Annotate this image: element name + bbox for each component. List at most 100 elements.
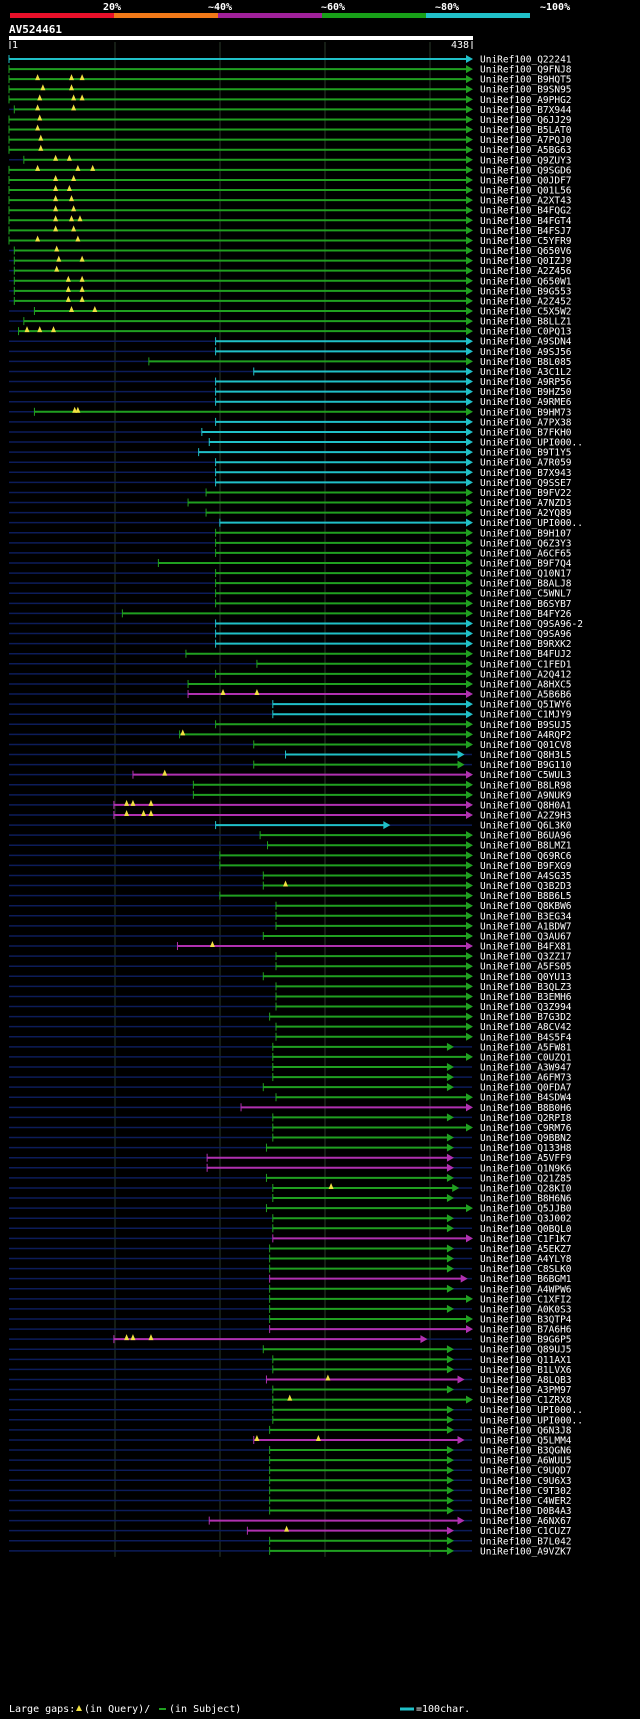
hit-id[interactable]: UniRef100_Q6N3J8: [480, 1425, 572, 1436]
hit-row[interactable]: UniRef100_B9G553: [9, 285, 572, 298]
hit-row[interactable]: UniRef100_B9T1Y5: [9, 448, 572, 459]
hit-id[interactable]: UniRef100_C1FED1: [480, 659, 572, 670]
hit-row[interactable]: UniRef100_A2Z456: [9, 265, 572, 278]
hit-id[interactable]: UniRef100_B8LMZ1: [480, 841, 572, 852]
hit-id[interactable]: UniRef100_A1BDW7: [480, 921, 572, 932]
hit-row[interactable]: UniRef100_Q9SA96-2: [9, 619, 583, 630]
hit-id[interactable]: UniRef100_B9RXK2: [480, 639, 572, 650]
hit-id[interactable]: UniRef100_B4FY26: [480, 609, 572, 620]
hit-row[interactable]: UniRef100_B4S5F4: [9, 1032, 572, 1043]
hit-row[interactable]: UniRef100_Q6Z3Y3: [9, 538, 572, 549]
hit-row[interactable]: UniRef100_A8CV42: [9, 1022, 572, 1033]
hit-row[interactable]: UniRef100_Q9BBN2: [9, 1133, 572, 1144]
hit-id[interactable]: UniRef100_B7L042: [480, 1536, 572, 1547]
hit-id[interactable]: UniRef100_B4S5F4: [480, 1032, 572, 1043]
hit-id[interactable]: UniRef100_A5VFF9: [480, 1153, 572, 1164]
hit-row[interactable]: UniRef100_C1MJY9: [9, 710, 572, 721]
hit-id[interactable]: UniRef100_Q3Z994: [480, 1002, 572, 1013]
hit-id[interactable]: UniRef100_B8B6L5: [480, 891, 572, 902]
hit-row[interactable]: UniRef100_B3QGN6: [9, 1446, 572, 1457]
hit-id[interactable]: UniRef100_A6WUU5: [480, 1456, 572, 1467]
hit-row[interactable]: UniRef100_C9RM76: [9, 1123, 572, 1134]
hit-row[interactable]: UniRef100_Q8KBW6: [9, 901, 572, 912]
hit-id[interactable]: UniRef100_B9G6P5: [480, 1335, 572, 1346]
hit-row[interactable]: UniRef100_B3QLZ3: [9, 982, 572, 993]
hit-id[interactable]: UniRef100_Q28KI0: [480, 1183, 572, 1194]
hit-row[interactable]: UniRef100_C5X5W2: [9, 306, 572, 318]
hit-row[interactable]: UniRef100_B7A6H6: [9, 1325, 572, 1336]
hit-row[interactable]: UniRef100_UPI000..: [9, 1405, 583, 1416]
hit-id[interactable]: UniRef100_B6SYB7: [480, 599, 572, 610]
hit-row[interactable]: UniRef100_C1ZRX8: [9, 1394, 572, 1407]
hit-row[interactable]: UniRef100_B4FUJ2: [9, 649, 572, 660]
hit-id[interactable]: UniRef100_C5WUL3: [480, 770, 572, 781]
hit-id[interactable]: UniRef100_Q5IWY6: [480, 700, 572, 711]
hit-id[interactable]: UniRef100_D0B4A3: [480, 1506, 572, 1517]
hit-row[interactable]: UniRef100_C8SLK0: [9, 1264, 572, 1275]
hit-id[interactable]: UniRef100_Q22241: [480, 55, 572, 66]
hit-id[interactable]: UniRef100_C9UQD7: [480, 1466, 572, 1477]
hit-id[interactable]: UniRef100_A6FM73: [480, 1073, 572, 1084]
hit-id[interactable]: UniRef100_Q9SA96-2: [480, 619, 583, 630]
hit-row[interactable]: UniRef100_B9G6P5: [9, 1334, 572, 1346]
hit-id[interactable]: UniRef100_B4SDW4: [480, 1093, 572, 1104]
hit-id[interactable]: UniRef100_Q9BBN2: [480, 1133, 572, 1144]
hit-row[interactable]: UniRef100_A9PHG2: [8, 94, 572, 106]
hit-id[interactable]: UniRef100_C5YFR9: [480, 236, 572, 247]
hit-row[interactable]: UniRef100_B7G3D2: [9, 1012, 572, 1023]
hit-row[interactable]: UniRef100_Q89UJ5: [9, 1345, 572, 1356]
hit-row[interactable]: UniRef100_A5FS05: [9, 962, 572, 973]
hit-id[interactable]: UniRef100_Q3B2D3: [480, 881, 572, 892]
hit-row[interactable]: UniRef100_B4FGT4: [8, 215, 572, 227]
hit-row[interactable]: UniRef100_B8L085: [9, 357, 572, 368]
hit-row[interactable]: UniRef100_B9H107: [9, 528, 572, 539]
hit-row[interactable]: UniRef100_Q9ZUY3: [9, 154, 572, 167]
hit-id[interactable]: UniRef100_Q01CV8: [480, 740, 572, 751]
hit-row[interactable]: UniRef100_Q10N17: [9, 569, 572, 580]
hit-id[interactable]: UniRef100_Q5JJB0: [480, 1204, 572, 1215]
hit-id[interactable]: UniRef100_B9T1Y5: [480, 448, 572, 459]
hit-id[interactable]: UniRef100_Q6L3K0: [480, 821, 572, 832]
hit-row[interactable]: UniRef100_Q3Z994: [9, 1002, 572, 1013]
hit-id[interactable]: UniRef100_A7R059: [480, 458, 572, 469]
hit-row[interactable]: UniRef100_B9SN95: [8, 84, 572, 96]
hit-id[interactable]: UniRef100_UPI000..: [480, 1415, 583, 1426]
hit-id[interactable]: UniRef100_C1ZRX8: [480, 1395, 572, 1406]
hit-row[interactable]: UniRef100_Q28KI0: [9, 1182, 572, 1195]
hit-row[interactable]: UniRef100_A7PQJ0: [8, 134, 572, 147]
hit-id[interactable]: UniRef100_Q9SGD6: [480, 165, 572, 176]
hit-row[interactable]: UniRef100_B7FKH0: [9, 427, 572, 438]
hit-id[interactable]: UniRef100_Q5LMM4: [480, 1435, 572, 1446]
hit-id[interactable]: UniRef100_Q6JJ29: [480, 115, 572, 126]
hit-row[interactable]: UniRef100_Q0IZJ9: [9, 255, 572, 268]
hit-id[interactable]: UniRef100_B9G553: [480, 286, 572, 297]
hit-row[interactable]: UniRef100_UPI000..: [9, 1415, 583, 1426]
hit-id[interactable]: UniRef100_C4WER2: [480, 1496, 572, 1507]
hit-id[interactable]: UniRef100_B5LAT0: [480, 125, 572, 136]
hit-id[interactable]: UniRef100_Q0IZJ9: [480, 256, 572, 267]
hit-id[interactable]: UniRef100_Q0BQL0: [480, 1224, 572, 1235]
hit-row[interactable]: UniRef100_Q1N9K6: [9, 1163, 572, 1174]
hit-id[interactable]: UniRef100_B8L085: [480, 357, 572, 368]
hit-row[interactable]: UniRef100_Q01L56: [8, 185, 572, 197]
hit-row[interactable]: UniRef100_A4YLY8: [9, 1254, 572, 1265]
hit-row[interactable]: UniRef100_A4RQP2: [9, 729, 572, 741]
hit-id[interactable]: UniRef100_UPI000..: [480, 518, 583, 529]
hit-id[interactable]: UniRef100_A9SJ56: [480, 347, 572, 358]
hit-row[interactable]: UniRef100_Q3AU67: [9, 931, 572, 942]
hit-id[interactable]: UniRef100_C0UZQ1: [480, 1052, 572, 1063]
hit-row[interactable]: UniRef100_B7X944: [9, 104, 572, 116]
hit-row[interactable]: UniRef100_A2Z452: [9, 295, 572, 308]
hit-id[interactable]: UniRef100_A8HXC5: [480, 679, 572, 690]
hit-row[interactable]: UniRef100_C1CUZ7: [9, 1525, 572, 1538]
hit-id[interactable]: UniRef100_Q3J002: [480, 1214, 572, 1225]
hit-row[interactable]: UniRef100_B8ALJ8: [9, 579, 572, 590]
hit-id[interactable]: UniRef100_A4YLY8: [480, 1254, 572, 1265]
hit-id[interactable]: UniRef100_B9H107: [480, 528, 572, 539]
hit-row[interactable]: UniRef100_Q0YU13: [9, 972, 572, 983]
hit-row[interactable]: UniRef100_C9T302: [9, 1486, 572, 1497]
hit-id[interactable]: UniRef100_A9RP56: [480, 377, 572, 388]
hit-id[interactable]: UniRef100_B6UA96: [480, 831, 572, 842]
hit-id[interactable]: UniRef100_A2Q412: [480, 669, 572, 680]
hit-row[interactable]: UniRef100_A2XT43: [8, 195, 572, 207]
